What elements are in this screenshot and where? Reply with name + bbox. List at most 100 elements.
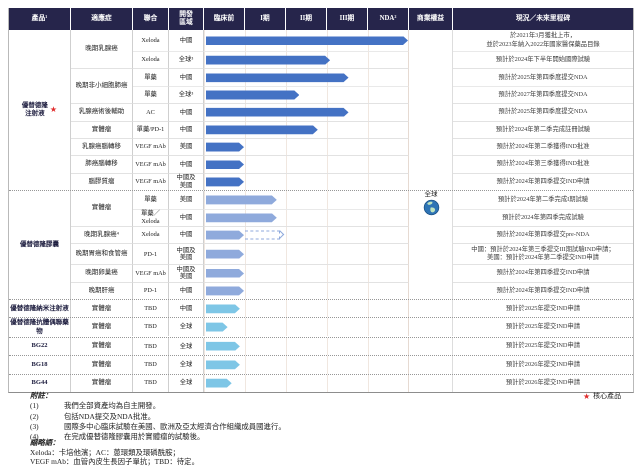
product-group: 優替德隆納米注射液 實體瘤 TBD 中國 預計於2025年提交IND申請	[9, 299, 633, 318]
indication-cell: 實體瘤	[71, 374, 133, 392]
pipeline-row: PD-1 中國 預計於2024年第四季提交IND申請	[133, 281, 633, 300]
combination-cell: 單藥/PD-1	[133, 120, 169, 138]
product-cell: BG44	[9, 374, 71, 392]
milestone-cell: 預計於2025年提交IND申請	[453, 300, 633, 317]
combination-cell: 單藥	[133, 85, 169, 104]
indication-block: 實體瘤 TBD 全球 預計於2026年提交IND申請	[71, 356, 633, 374]
phase-track	[204, 191, 409, 209]
progress-bar	[206, 125, 318, 134]
combination-cell: PD-1	[133, 243, 169, 265]
milestone-cell: 預計於2024年第四季提交IND申請	[453, 264, 633, 281]
indication-block: 腦膠質瘤 VEGF mAb 中國及 美國 預計於2024年第四季提交IND申請	[71, 172, 633, 191]
indication-cell: 實體瘤	[71, 318, 133, 336]
indication-cell: 乳腺癌術後輔助	[71, 103, 133, 121]
product-label: 優替德隆抗體偶聯藥物	[10, 319, 69, 335]
combination-cell: VEGF mAb	[133, 155, 169, 173]
region-cell: 中國	[169, 68, 204, 86]
product-cell: 優替德隆膠囊	[9, 191, 71, 300]
dashed-arrow-tip	[275, 230, 285, 239]
progress-bar	[206, 231, 244, 240]
commercial-rights-spacer	[409, 264, 453, 282]
indication-cell: 晚期卵巢癌	[71, 264, 133, 282]
indication-cell: 晚期非小細胞肺癌	[71, 68, 133, 104]
milestone-text: 預計於2025年第四季度提交NDA	[498, 108, 588, 116]
milestone-cell: 預計於2024年第四季提交pre-NDA	[453, 225, 633, 243]
indication-block: 實體瘤 TBD 中國 預計於2025年提交IND申請	[71, 300, 633, 318]
phase-track	[204, 264, 409, 282]
pipeline-row: TBD 全球 預計於2025年提交IND申請	[133, 337, 633, 356]
region-cell: 全球	[169, 318, 204, 336]
product-group: BG18 實體瘤 TBD 全球 預計於2026年提交IND申請	[9, 355, 633, 374]
progress-bar	[206, 323, 228, 332]
phase-track	[204, 318, 409, 336]
footnote-item: (1) 我們全部資產均為自主開發。	[30, 401, 286, 410]
footnote-item: (2) 包括NDA提交及NDA批准。	[30, 412, 286, 421]
phase-track	[204, 103, 409, 121]
commercial-rights-spacer	[409, 191, 453, 209]
pipeline-row: 單藥 全球³ 預計於2027年第四季度提交NDA	[133, 85, 633, 104]
indication-block: 晚期非小細胞肺癌 單藥 中國 預計於2025年第四季度提交NDA 單藥 全球³ 預計於202…	[71, 68, 633, 104]
header-phase3: III期	[327, 8, 368, 30]
indication-cell: 實體瘤	[71, 356, 133, 374]
milestone-cell: 預計於2026年提交IND申請	[453, 375, 633, 392]
core-product-star-icon: ★	[583, 391, 591, 401]
phase-track	[204, 208, 409, 226]
combination-cell: 單藥	[133, 191, 169, 209]
product-label: 優替德隆膠囊	[20, 241, 59, 249]
product-cell: BG18	[9, 356, 71, 374]
region-cell: 中國	[169, 281, 204, 300]
milestone-text: 預計於2024年第二季獲得IND批准	[496, 143, 590, 151]
footnote-item: (3) 國際多中心臨床試驗在美國、歐洲及亞太經濟合作組織成員國進行。	[30, 422, 286, 431]
milestone-text: 預計於2026年提交IND申請	[505, 360, 581, 368]
phase-track	[204, 243, 409, 265]
commercial-rights-spacer	[409, 318, 453, 336]
pipeline-row: VEGF mAb 中國及 美國 預計於2024年第四季提交IND申請	[133, 172, 633, 191]
milestone-text: 預計於2024年第四季提交pre-NDA	[496, 231, 590, 239]
indication-block: 實體瘤 TBD 全球 預計於2026年提交IND申請	[71, 374, 633, 392]
header-combination: 聯合	[133, 8, 169, 30]
phase-track	[204, 155, 409, 173]
abbreviation-line: Xeloda：卡培他濱；AC：蒽環類及環磷酰胺；	[30, 447, 180, 457]
milestone-cell: 預計於2024年第三季獲得IND批准	[453, 155, 633, 172]
abbreviation-line: VEGF mAb：血管內皮生長因子單抗；TBD：待定。	[30, 457, 199, 467]
combination-cell: TBD	[133, 356, 169, 374]
milestone-text: 預計於2026年提交IND申請	[505, 379, 581, 387]
pipeline-row: TBD 中國 預計於2025年提交IND申請	[133, 300, 633, 318]
commercial-rights-spacer	[409, 120, 453, 138]
region-cell: 中國及 美國	[169, 172, 204, 191]
commercial-rights-spacer	[409, 225, 453, 244]
pipeline-row: VEGF mAb 中國及 美國 預計於2024年第四季提交IND申請	[133, 264, 633, 282]
footnote-text: 我們全部資產均為自主開發。	[64, 401, 161, 411]
milestone-cell: 預計於2025年第四季度提交NDA	[453, 103, 633, 120]
indication-cell: 晚期乳腺癌	[71, 30, 133, 69]
footnote-text: 包括NDA提交及NDA批准。	[64, 411, 156, 421]
commercial-rights-spacer	[409, 85, 453, 104]
commercial-rights-spacer	[409, 30, 453, 51]
milestone-cell: 預計於2024年第四季完成試驗	[453, 208, 633, 226]
combination-cell: TBD	[133, 337, 169, 356]
combination-cell: Xeloda	[133, 51, 169, 69]
milestone-cell: 預計於2026年提交IND申請	[453, 356, 633, 373]
milestone-text: 預計於2024年下半年開始國際試驗	[495, 56, 591, 64]
indication-cell: 實體瘤	[71, 300, 133, 318]
milestone-text: 預計於2024年第二季完成I期試驗	[497, 195, 589, 203]
product-group: 優替德隆 注射液 ★ 晚期乳腺癌 Xeloda 中國 於2021年3月獲批上市， 並於202…	[9, 30, 633, 191]
product-cell: BG22	[9, 337, 71, 356]
product-cell: 優替德隆納米注射液	[9, 300, 71, 318]
milestone-cell: 預計於2025年第四季度提交NDA	[453, 68, 633, 85]
indication-block: 晚期肝癌 PD-1 中國 預計於2024年第四季提交IND申請	[71, 281, 633, 300]
milestone-cell: 預計於2024年第四季提交IND申請	[453, 172, 633, 190]
progress-bar	[206, 143, 244, 152]
region-cell: 中國	[169, 120, 204, 138]
milestone-text: 預計於2024年第二季完成註冊試驗	[495, 125, 591, 133]
progress-bar	[206, 177, 244, 186]
pipeline-row: 單藥 中國 預計於2025年第四季度提交NDA	[133, 68, 633, 86]
product-group: BG22 實體瘤 TBD 全球 預計於2025年提交IND申請	[9, 336, 633, 356]
milestone-cell: 預計於2025年提交IND申請	[453, 318, 633, 335]
header-indication: 適應症	[71, 8, 133, 30]
commercial-rights-spacer	[409, 68, 453, 86]
header-commercial-rights: 商業權益	[409, 8, 453, 30]
milestone-text: 美國：預計於2024年第二季提交IND申請	[487, 254, 599, 262]
footnote-text: 國際多中心臨床試驗在美國、歐洲及亞太經濟合作組織成員國進行。	[64, 421, 286, 431]
milestone-text: 預計於2025年提交IND申請	[505, 323, 581, 331]
